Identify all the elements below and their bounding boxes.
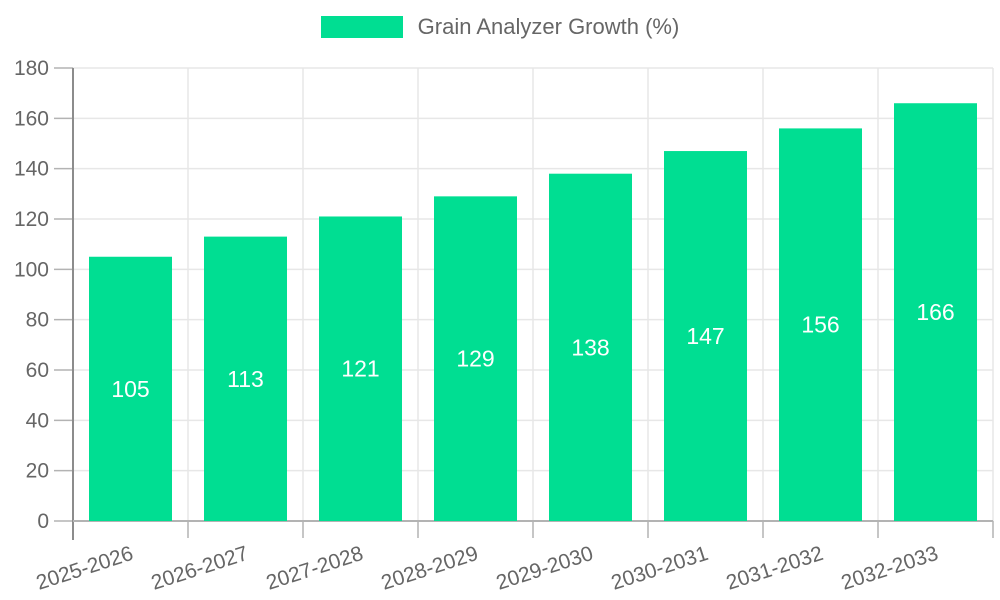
bar[interactable] xyxy=(779,128,862,521)
legend-item[interactable]: Grain Analyzer Growth (%) xyxy=(0,16,1000,38)
x-axis-tick-label: 2027-2028 xyxy=(263,542,366,595)
bar-value-label: 156 xyxy=(801,312,839,338)
bar[interactable] xyxy=(204,236,287,521)
y-axis-tick-label: 0 xyxy=(37,510,49,533)
y-axis-tick-label: 60 xyxy=(26,359,49,382)
bar-value-label: 138 xyxy=(571,334,609,360)
y-axis-tick-label: 20 xyxy=(26,460,49,483)
y-axis-tick-label: 140 xyxy=(14,158,49,181)
x-axis-tick-label: 2031-2032 xyxy=(723,542,826,595)
legend-label: Grain Analyzer Growth (%) xyxy=(417,14,680,39)
bar[interactable] xyxy=(894,103,977,521)
y-axis-tick-label: 180 xyxy=(14,57,49,80)
y-axis-tick-label: 80 xyxy=(26,309,49,332)
bar[interactable] xyxy=(319,216,402,521)
bar-value-label: 105 xyxy=(111,376,149,402)
x-axis-tick-label: 2028-2029 xyxy=(378,542,481,595)
bar-value-label: 147 xyxy=(686,323,724,349)
legend-swatch xyxy=(320,16,403,38)
bar-value-label: 129 xyxy=(456,346,494,372)
x-axis-tick-label: 2029-2030 xyxy=(493,542,596,595)
y-axis-tick-label: 160 xyxy=(14,107,49,130)
bar-value-label: 113 xyxy=(227,366,264,392)
x-axis-tick-label: 2032-2033 xyxy=(838,542,941,595)
bar[interactable] xyxy=(549,173,632,521)
x-axis-tick-label: 2030-2031 xyxy=(608,542,711,595)
y-axis-tick-label: 120 xyxy=(14,208,49,231)
bar-value-label: 166 xyxy=(916,299,954,325)
bar[interactable] xyxy=(89,256,172,521)
bar-value-label: 121 xyxy=(341,356,379,382)
y-axis-tick-label: 40 xyxy=(26,409,49,432)
x-axis-tick-label: 2026-2027 xyxy=(148,542,251,595)
bar[interactable] xyxy=(434,196,517,521)
y-axis-tick-label: 100 xyxy=(14,258,49,281)
x-axis-tick-label: 2025-2026 xyxy=(33,542,136,595)
bar[interactable] xyxy=(664,151,747,522)
